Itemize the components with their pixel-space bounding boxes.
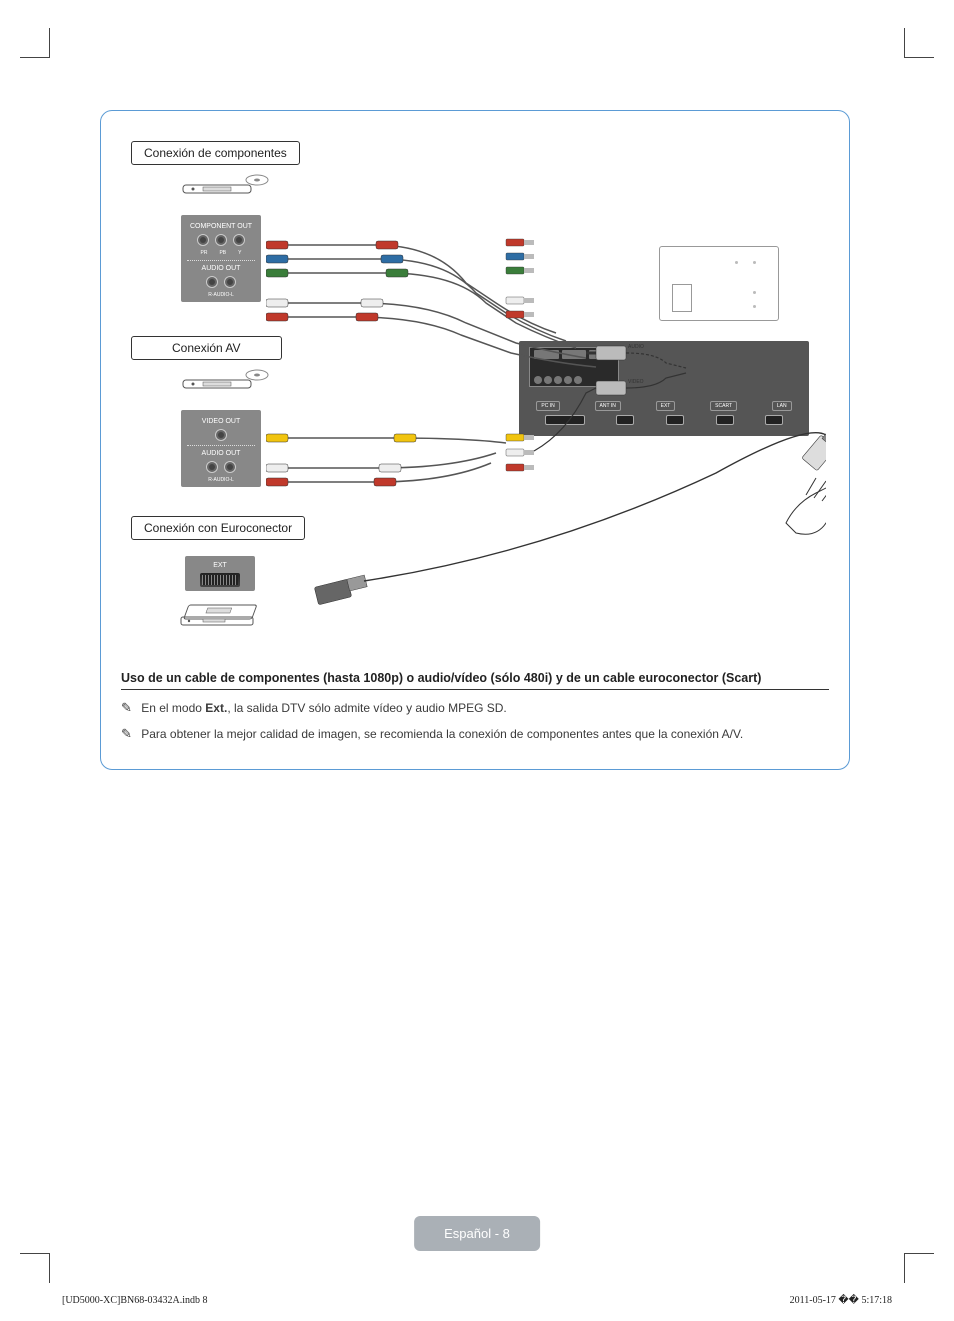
diagram-area: Conexión de componentes COMPONENT OUT	[121, 141, 829, 651]
r-audio-l-label-1: R-AUDIO-L	[187, 292, 255, 298]
note-icon: ✎	[121, 700, 132, 715]
port-label-4: SCART	[710, 401, 737, 411]
jack-video	[215, 429, 227, 441]
pb-label: PB	[219, 250, 226, 256]
audio-out-label-2: AUDIO OUT	[187, 450, 255, 457]
av-section: Conexión AV VIDEO OUT AUDIO OUT	[131, 336, 282, 487]
video-out-panel: VIDEO OUT AUDIO OUT R-AUDIO-L	[181, 410, 261, 487]
port-block	[529, 347, 619, 387]
port-label-5: LAN	[772, 401, 792, 411]
note-2: ✎ Para obtener la mejor calidad de image…	[121, 726, 829, 742]
note1-prefix: En el modo	[141, 701, 205, 715]
jack-audio-l-2	[224, 461, 236, 473]
jack-audio-r-2	[206, 461, 218, 473]
crop-mark-bottom-left	[20, 1253, 50, 1283]
note1-bold: Ext.	[205, 701, 227, 715]
dvd-device-icon-2	[181, 368, 282, 390]
scart-connection-label: Conexión con Euroconector	[131, 516, 305, 540]
jack-audio-r-1	[206, 276, 218, 288]
jack-pb	[215, 234, 227, 246]
audio-out-label-1: AUDIO OUT	[187, 265, 255, 272]
port-label-2: ANT IN	[595, 401, 621, 411]
section-heading: Uso de un cable de componentes (hasta 10…	[121, 671, 829, 690]
port-icon	[616, 415, 634, 425]
ext-label: EXT	[185, 562, 255, 569]
note1-suffix: , la salida DTV sólo admite vídeo y audi…	[227, 701, 506, 715]
footer-filename: [UD5000-XC]BN68-03432A.indb 8	[62, 1295, 208, 1306]
crop-mark-bottom-right	[904, 1253, 934, 1283]
jack-audio-l-1	[224, 276, 236, 288]
component-connection-label: Conexión de componentes	[131, 141, 300, 165]
jack-pr	[197, 234, 209, 246]
jack-y	[233, 234, 245, 246]
diagram-container: Conexión de componentes COMPONENT OUT	[100, 110, 850, 770]
av-connection-label: Conexión AV	[131, 336, 282, 360]
note-icon: ✎	[121, 726, 132, 741]
r-audio-l-label-2: R-AUDIO-L	[187, 477, 255, 483]
note2-text: Para obtener la mejor calidad de imagen,…	[141, 727, 743, 741]
port-label-1: PC IN	[536, 401, 559, 411]
dvd-device-icon	[181, 173, 300, 195]
scart-connector-icon	[200, 573, 240, 587]
port-icon	[666, 415, 684, 425]
scart-section: Conexión con Euroconector EXT	[131, 516, 305, 636]
tv-back-panel: PC IN ANT IN EXT SCART LAN	[519, 341, 809, 436]
crop-mark-top-right	[904, 28, 934, 58]
port-icon	[765, 415, 783, 425]
crop-mark-top-left	[20, 28, 50, 58]
pr-label: PR	[201, 250, 208, 256]
port-icon	[545, 415, 585, 425]
ext-panel: EXT	[185, 556, 255, 591]
port-icon	[716, 415, 734, 425]
y-label: Y	[238, 250, 241, 256]
footer-timestamp: 2011-05-17 �� 5:17:18	[790, 1295, 892, 1306]
component-out-label: COMPONENT OUT	[187, 223, 255, 230]
video-out-label: VIDEO OUT	[187, 418, 255, 425]
port-label-3: EXT	[656, 401, 676, 411]
component-out-panel: COMPONENT OUT PR PB Y AUDIO OUT R-AU	[181, 215, 261, 302]
vcr-device-icon	[171, 599, 305, 636]
page-number-badge: Español - 8	[414, 1216, 540, 1251]
note-1: ✎ En el modo Ext., la salida DTV sólo ad…	[121, 700, 829, 716]
tv-outline-icon	[659, 246, 779, 321]
component-section: Conexión de componentes COMPONENT OUT	[131, 141, 300, 302]
